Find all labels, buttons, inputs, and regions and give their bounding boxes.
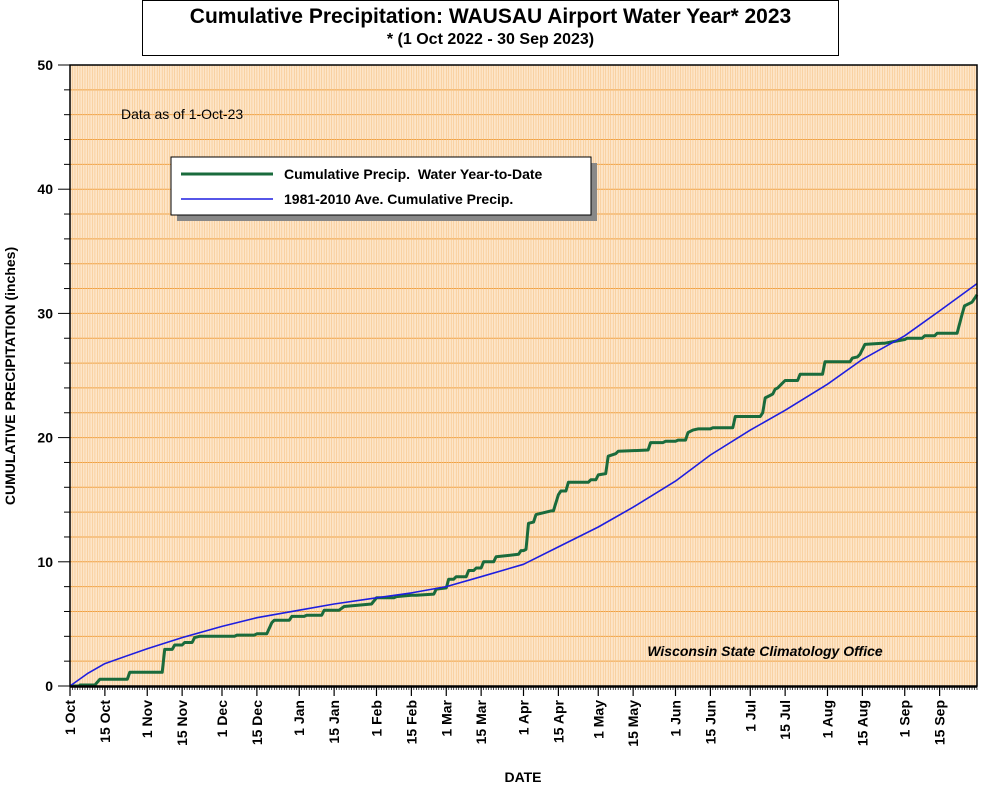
chart-subtitle: * (1 Oct 2022 - 30 Sep 2023) [386, 31, 595, 48]
title-box: Cumulative Precipitation: WAUSAU Airport… [142, 0, 839, 56]
x-tick-label: 15 Oct [97, 700, 113, 743]
y-tick-label: 10 [37, 554, 53, 570]
x-tick-label: 1 Jan [291, 700, 307, 736]
x-tick-label: 1 Nov [139, 700, 155, 738]
x-tick-label: 1 May [590, 700, 606, 739]
series-group [69, 282, 979, 688]
x-tick-label: 1 Jul [742, 700, 758, 732]
x-tick-label: 15 Dec [249, 700, 265, 745]
chart-title: Cumulative Precipitation: WAUSAU Airport… [189, 5, 792, 28]
series-line-average [69, 282, 978, 687]
source-credit: Wisconsin State Climatology Office [647, 643, 883, 659]
legend-box [170, 156, 592, 216]
x-axis: 1 Oct 15 Oct 1 Nov 15 Nov 1 Dec 15 Dec 1 Jan 15… [62, 686, 978, 747]
x-tick-label: 15 Jan [326, 700, 342, 744]
y-tick-label: 40 [37, 181, 53, 197]
data-as-of-note: Data as of 1-Oct-23 [121, 106, 243, 122]
x-tick-label: 1 Feb [368, 700, 384, 737]
legend-label-observed: Cumulative Precip. Water Year-to-Date [284, 166, 543, 182]
x-tick-label: 15 Sep [932, 700, 948, 745]
x-tick-label: 1 Dec [214, 700, 230, 738]
y-tick-label: 20 [37, 430, 53, 446]
legend-label-average: 1981-2010 Ave. Cumulative Precip. [284, 191, 513, 207]
y-tick-label: 50 [37, 57, 53, 73]
series-line-observed [70, 293, 979, 688]
x-tick-label: 15 Aug [854, 700, 870, 746]
x-tick-label: 15 Apr [550, 699, 566, 743]
x-tick-label: 15 May [625, 700, 641, 747]
x-tick-label: 15 Nov [174, 700, 190, 746]
y-axis-label: CUMULATIVE PRECIPITATION (inches) [2, 247, 18, 505]
x-tick-label: 1 Oct [62, 700, 78, 735]
x-tick-label: 15 Jun [702, 700, 718, 744]
x-tick-label: 15 Mar [473, 699, 489, 744]
y-tick-label: 0 [45, 678, 53, 694]
x-tick-label: 1 Mar [438, 699, 454, 736]
x-tick-label: 15 Jul [777, 700, 793, 740]
x-tick-label: 1 Aug [819, 700, 835, 738]
y-axis: 0 10 20 30 40 50 [37, 57, 70, 694]
x-tick-label: 1 Apr [516, 699, 532, 735]
x-tick-label: 15 Feb [403, 700, 419, 744]
x-tick-label: 1 Jun [667, 700, 683, 737]
x-axis-label: DATE [504, 769, 541, 785]
x-tick-label: 1 Sep [897, 700, 913, 737]
legend: Cumulative Precip. Water Year-to-Date 19… [170, 156, 597, 221]
y-tick-label: 30 [37, 305, 53, 321]
